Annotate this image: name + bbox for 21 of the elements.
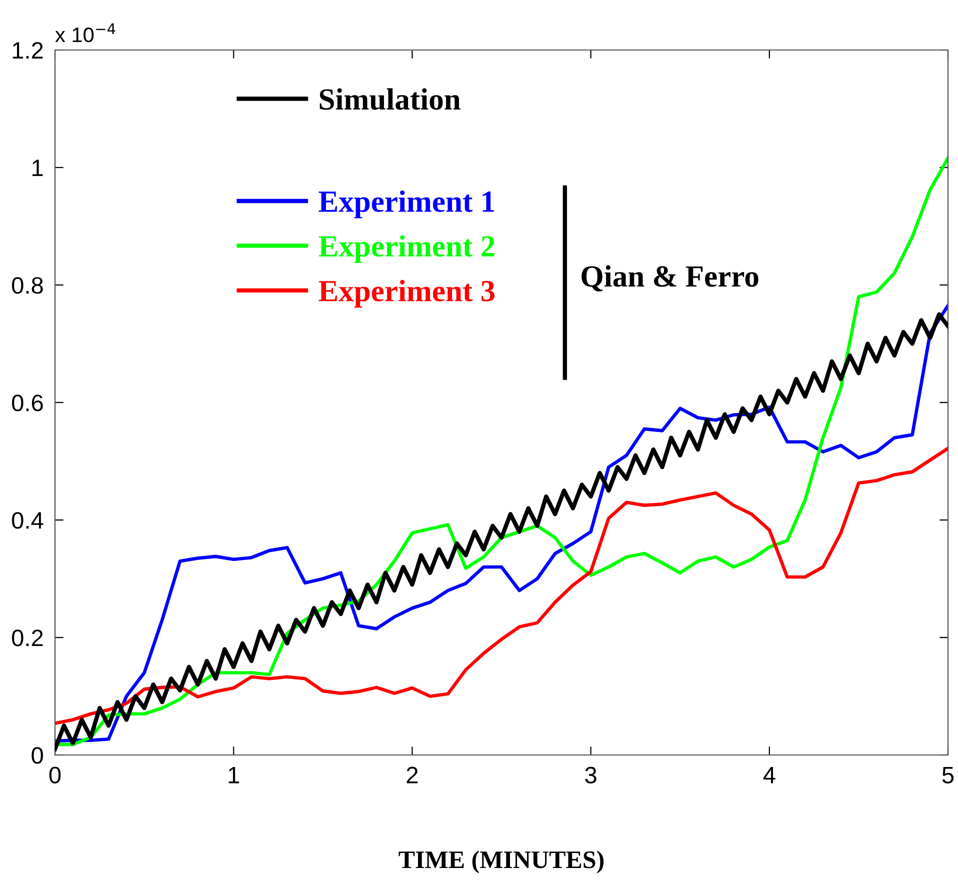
y-tick-label: 0: [32, 747, 43, 764]
legend-label: Experiment 3: [318, 280, 495, 308]
annotation: Qian & Ferro: [582, 265, 758, 292]
legend-label: Simulation: [320, 88, 460, 110]
y-tick-label: 1.2: [12, 42, 43, 59]
line-series: [55, 446, 948, 725]
x-tick-label: 5: [942, 766, 954, 784]
x-tick-label: 3: [585, 766, 596, 784]
text: x 10$^{−4}$: [55, 23, 116, 42]
y-tick-label: 0.4: [12, 512, 44, 529]
legend-label: Experiment 1: [318, 190, 494, 218]
y-tick-label: 0.2: [12, 630, 43, 646]
x-tick-label: 1: [228, 766, 240, 784]
y-tick-label: 0.8: [12, 277, 43, 294]
y-tick-label: 0.6: [12, 394, 43, 412]
y-tick-label: 1: [32, 160, 43, 176]
legend-label: Experiment 2: [318, 235, 494, 263]
x-axis-title: TIME (MINUTES): [398, 850, 604, 874]
x-tick-label: 2: [406, 766, 418, 784]
x-tick-label: 0: [49, 766, 61, 784]
x-tick-label: 4: [763, 766, 776, 784]
